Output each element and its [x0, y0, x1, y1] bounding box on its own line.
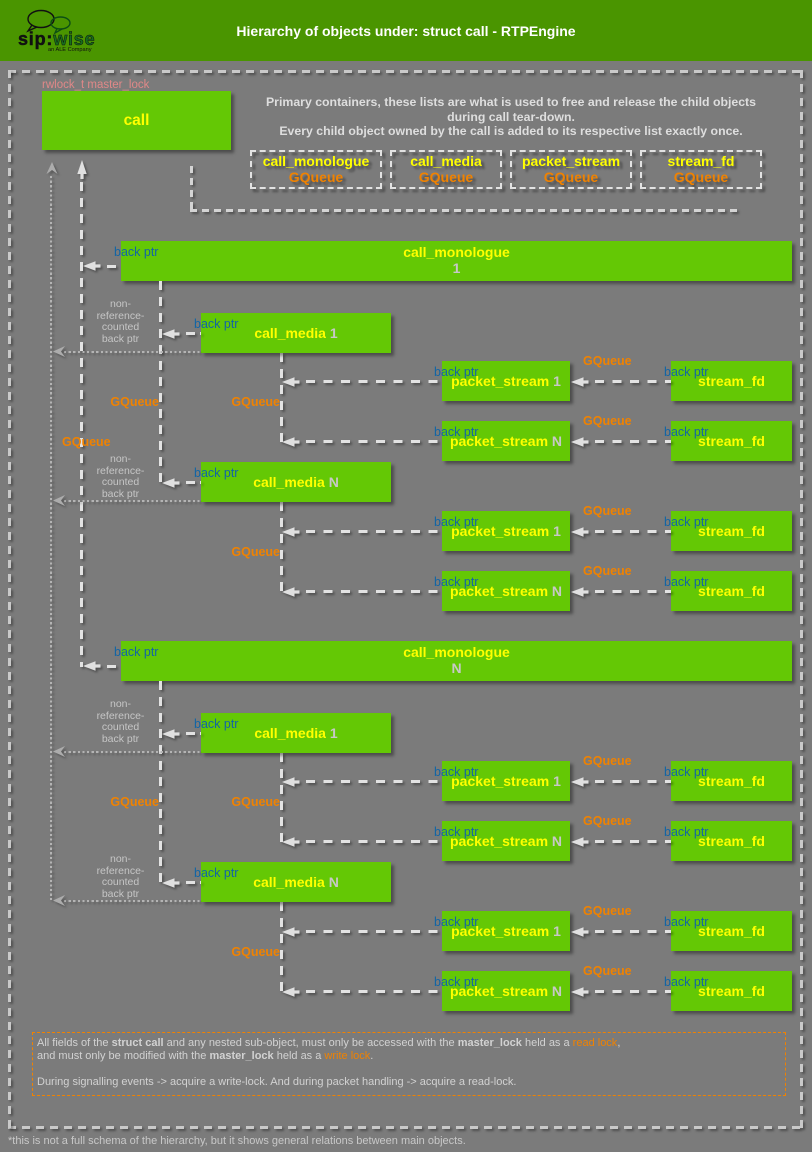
- svg-text:an ALE Company: an ALE Company: [48, 47, 92, 53]
- svg-text:sip:wise: sip:wise: [18, 29, 95, 49]
